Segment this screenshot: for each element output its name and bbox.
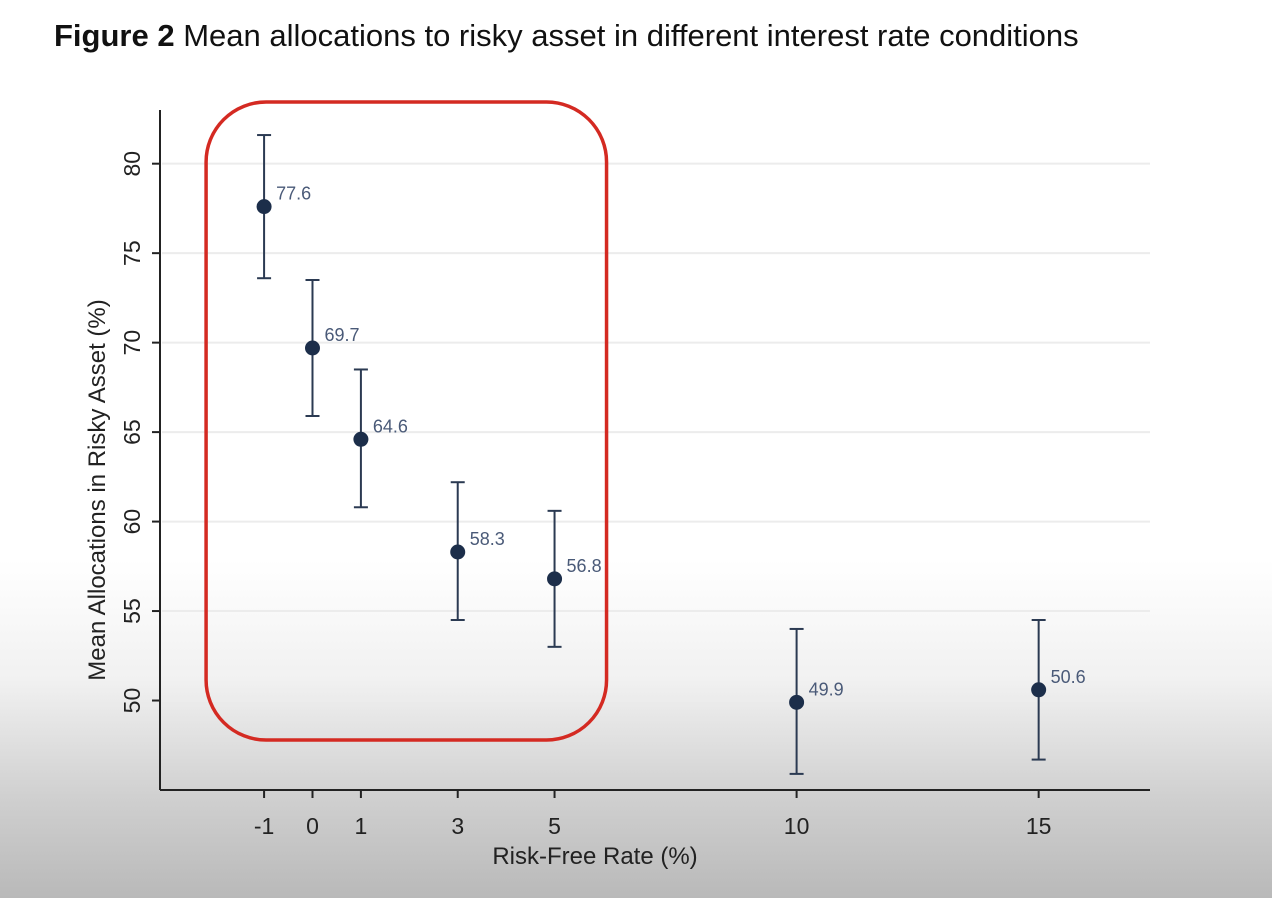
figure-number: Figure 2	[54, 18, 175, 53]
x-tick-label: -1	[254, 813, 274, 839]
data-point	[304, 340, 320, 356]
y-tick-label: 65	[119, 419, 145, 445]
y-tick-label: 55	[119, 598, 145, 624]
y-tick-label: 75	[119, 240, 145, 266]
gridlines	[162, 162, 1150, 702]
data-point	[450, 544, 466, 560]
highlight-box	[204, 100, 609, 742]
data-point	[789, 694, 805, 710]
data-label: 50.6	[1051, 667, 1086, 687]
y-tick-label: 70	[119, 330, 145, 356]
data-point	[547, 571, 563, 587]
data-points: 77.6 69.7 64.6 58.3 56.8 49.9 50.6	[256, 134, 1086, 775]
x-tick-label: 3	[451, 813, 464, 839]
x-tick-label: 10	[784, 813, 810, 839]
axes	[152, 110, 1150, 798]
y-tick-label: 80	[119, 151, 145, 177]
figure-title: Figure 2 Mean allocations to risky asset…	[54, 18, 1079, 54]
y-axis-label: Mean Allocations in Risky Asset (%)	[84, 299, 111, 680]
highlight-layer	[204, 100, 609, 742]
data-point	[1031, 682, 1047, 698]
data-label: 69.7	[324, 325, 359, 345]
data-label: 77.6	[276, 184, 311, 204]
tick-labels: 50 55 60 65 70 75 80 -1 0 1 3 5 10 15	[119, 151, 1051, 839]
data-label: 58.3	[470, 529, 505, 549]
data-point	[353, 431, 369, 447]
data-label: 56.8	[567, 556, 602, 576]
x-tick-label: 0	[306, 813, 319, 839]
data-point	[256, 199, 272, 215]
x-tick-label: 1	[355, 813, 368, 839]
figure-caption: Mean allocations to risky asset in diffe…	[183, 18, 1079, 53]
data-label: 49.9	[809, 679, 844, 699]
x-tick-label: 15	[1026, 813, 1052, 839]
x-tick-label: 5	[548, 813, 561, 839]
data-label: 64.6	[373, 416, 408, 436]
x-axis-label: Risk-Free Rate (%)	[492, 843, 697, 870]
y-tick-label: 50	[119, 688, 145, 714]
y-tick-label: 60	[119, 509, 145, 535]
